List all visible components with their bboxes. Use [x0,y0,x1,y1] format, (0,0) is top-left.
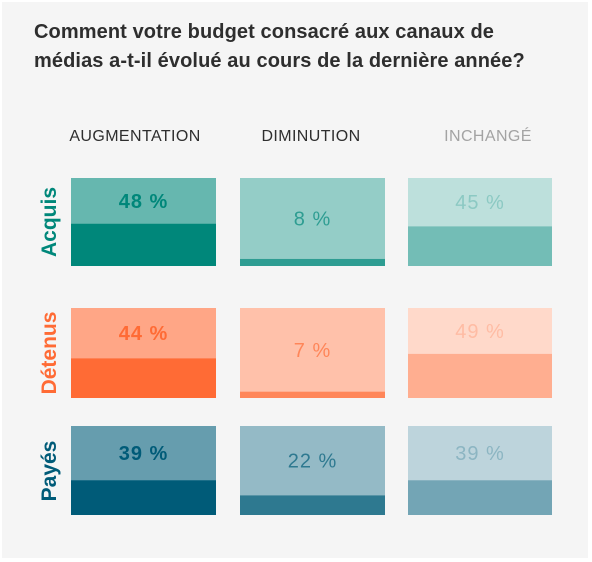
column-header-2: INCHANGÉ [444,128,532,145]
cell-bar-1-0 [71,358,216,398]
cell-value-1-1: 7 % [294,340,331,362]
cell-bar-2-0 [71,480,216,515]
column-header-0: AUGMENTATION [69,128,201,145]
cell-bg-0-1 [240,178,385,266]
cell-bar-2-1 [240,495,385,515]
cell-bar-0-1 [240,258,385,266]
cell-value-0-1: 8 % [294,208,331,230]
cell-bar-2-2 [408,480,552,515]
cell-value-0-0: 48 % [119,191,169,213]
cell-value-1-2: 49 % [455,321,505,343]
cell-bar-0-2 [408,226,552,266]
cell-bar-1-2 [408,353,552,398]
cell-value-2-1: 22 % [288,451,338,473]
column-header-1: DIMINUTION [261,128,361,145]
cell-value-2-0: 39 % [119,443,169,465]
cell-value-1-0: 44 % [119,323,169,345]
cell-bar-1-1 [240,391,385,398]
cell-value-0-2: 45 % [455,192,505,214]
cell-bg-1-1 [240,308,385,398]
cell-bar-0-0 [71,223,216,266]
cell-value-2-2: 39 % [455,443,505,465]
chart-title: Comment votre budget consacré aux canaux… [34,21,525,72]
